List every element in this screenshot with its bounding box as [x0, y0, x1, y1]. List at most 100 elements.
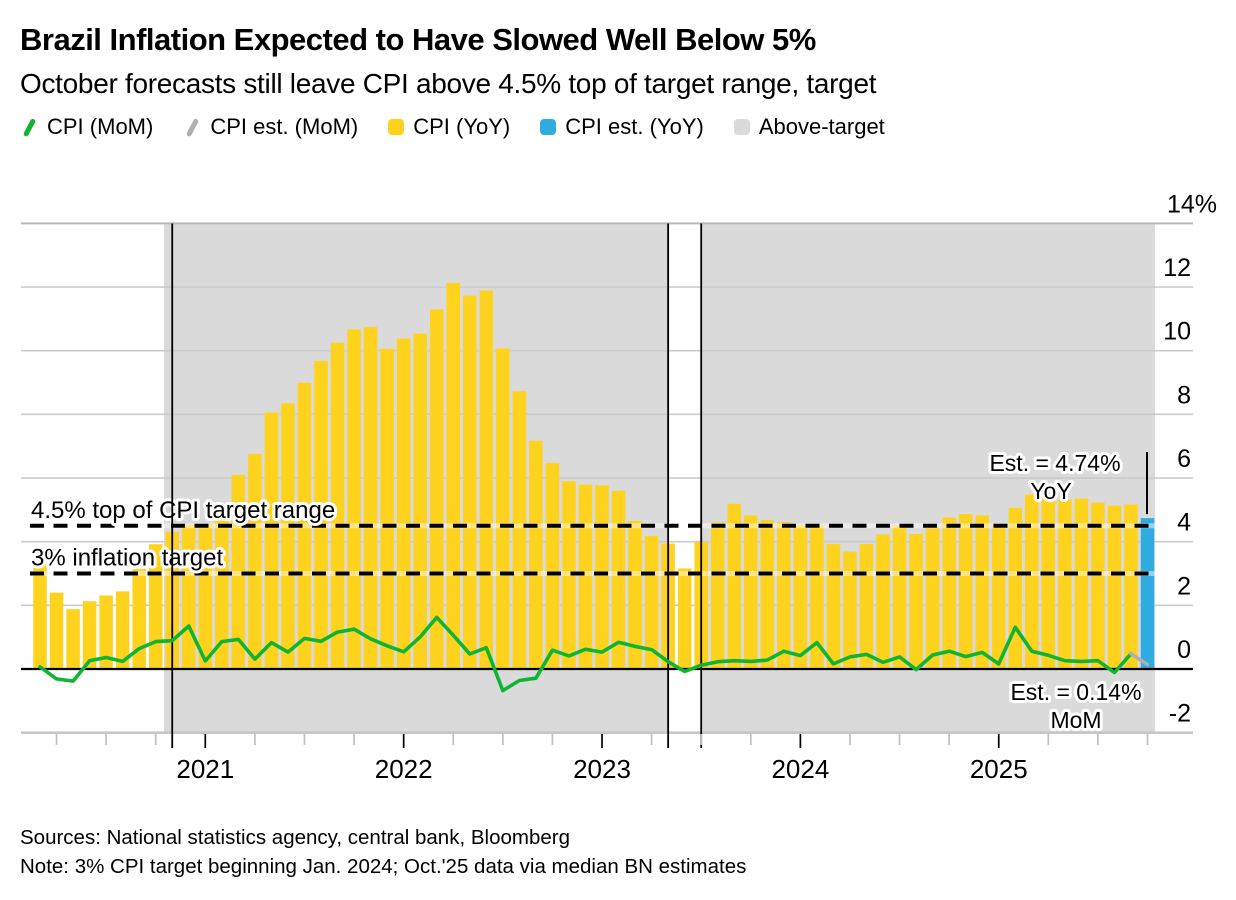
legend-item-cpi-mom: CPI (MoM) — [20, 114, 153, 140]
cpi-yoy-bar — [231, 474, 246, 669]
cpi-yoy-bar — [677, 568, 692, 669]
cpi-yoy-bar — [66, 609, 80, 669]
cpi-yoy-bar — [1124, 504, 1138, 669]
cpi-yoy-bar — [942, 517, 956, 669]
cpi-yoy-bar — [396, 338, 411, 669]
legend-item-cpi-est-yoy: CPI est. (YoY) — [540, 114, 704, 140]
cpi-yoy-bar — [479, 290, 494, 669]
cpi-yoy-bar — [496, 348, 510, 669]
legend-label: CPI est. (MoM) — [210, 114, 359, 139]
cpi-yoy-bar — [727, 503, 742, 669]
cpi-yoy-bar — [512, 391, 527, 669]
cpi-yoy-bar — [82, 601, 97, 669]
legend-label: CPI (YoY) — [413, 114, 511, 139]
legend-label: CPI est. (YoY) — [565, 114, 704, 139]
y-tick-label: 12 — [1163, 254, 1191, 282]
cpi-yoy-bar — [777, 521, 791, 669]
cpi-yoy-bar — [562, 481, 576, 669]
cpi-est-mom-line — [1129, 651, 1150, 667]
legend-label: CPI (MoM) — [47, 114, 154, 139]
cpi-yoy-bar — [859, 543, 874, 669]
cpi-yoy-bar — [611, 490, 626, 669]
cpi-yoy-bar — [892, 525, 907, 669]
cpi-yoy-bar — [446, 282, 460, 669]
cpi-chart-plot: 4.5% top of CPI target range 3% inflation… — [21, 190, 1217, 784]
x-year-label: 2021 — [176, 754, 234, 784]
cpi-yoy-bar — [215, 503, 229, 669]
chart-title: Brazil Inflation Expected to Have Slowed… — [20, 22, 816, 57]
cpi-yoy-bar — [248, 453, 262, 669]
target-line-label: 4.5% top of CPI target range — [31, 497, 335, 524]
y-tick-label: 6 — [1177, 445, 1191, 473]
cpi-yoy-bar — [909, 534, 923, 669]
cpi-yoy-bar — [363, 327, 378, 669]
cpi-yoy-bar — [826, 543, 841, 669]
cpi-yoy-bar — [1091, 502, 1105, 669]
cpi-yoy-bar — [810, 525, 824, 669]
cpi-yoy-bar — [760, 520, 775, 669]
legend-square-swatch-icon — [540, 119, 557, 135]
x-year-label: 2022 — [375, 754, 433, 784]
cpi-yoy-bar — [281, 403, 295, 669]
cpi-yoy-bar — [380, 348, 394, 669]
cpi-yoy-bar — [1058, 499, 1072, 669]
cpi-yoy-bar — [925, 528, 940, 669]
y-tick-label: 2 — [1177, 572, 1191, 600]
cpi-yoy-bar — [628, 520, 642, 669]
cpi-yoy-bar — [1041, 492, 1056, 669]
cpi-yoy-bar — [413, 333, 427, 669]
legend-label: Above-target — [758, 114, 885, 139]
chart-subtitle: October forecasts still leave CPI above … — [20, 68, 877, 99]
cpi-yoy-bar — [330, 342, 345, 669]
cpi-yoy-bar — [793, 525, 808, 669]
cpi-yoy-bar — [314, 360, 328, 669]
cpi-yoy-bar — [33, 563, 47, 669]
legend-square-swatch-icon — [733, 119, 750, 135]
cpi-yoy-bar — [644, 535, 659, 669]
cpi-yoy-bar — [975, 515, 989, 669]
legend-item-cpi-est-mom: CPI est. (MoM) — [183, 114, 358, 140]
cpi-yoy-bar — [1008, 507, 1023, 669]
cpi-yoy-bar — [876, 534, 890, 669]
yoy-est-unit-label: YoY — [1030, 478, 1071, 504]
cpi-yoy-bar — [578, 484, 593, 669]
y-tick-label: 0 — [1177, 636, 1191, 664]
cpi-yoy-bar — [132, 569, 146, 669]
cpi-yoy-bar — [545, 463, 560, 669]
legend: CPI (MoM) CPI est. (MoM) CPI (YoY) CPI est.… — [20, 114, 885, 140]
cpi-est-yoy-bar — [1140, 518, 1155, 669]
x-year-label: 2023 — [573, 754, 631, 784]
cpi-yoy-bar — [1025, 494, 1039, 669]
legend-item-above-target: Above-target — [733, 114, 885, 140]
y-tick-label: -2 — [1169, 700, 1191, 728]
cpi-yoy-bar — [529, 440, 543, 669]
cpi-yoy-bar — [744, 515, 758, 669]
cpi-yoy-bar — [429, 309, 444, 669]
cpi-yoy-bar — [958, 513, 973, 669]
note-text: Note: 3% CPI target beginning Jan. 2024;… — [20, 855, 747, 878]
cpi-yoy-bar — [595, 485, 609, 669]
legend-square-swatch-icon — [388, 119, 405, 135]
mom-est-label: Est. = 0.14% — [1010, 679, 1141, 705]
legend-item-cpi-yoy: CPI (YoY) — [388, 114, 510, 140]
cpi-yoy-bar — [297, 382, 312, 669]
cpi-yoy-bar — [1074, 498, 1089, 669]
cpi-yoy-bar — [710, 522, 725, 669]
x-year-label: 2025 — [970, 754, 1028, 784]
cpi-yoy-bar — [49, 592, 64, 669]
cpi-yoy-bar — [347, 329, 361, 669]
mom-est-unit-label: MoM — [1050, 707, 1101, 733]
y-tick-label: 14% — [1167, 190, 1217, 218]
cpi-yoy-bar — [115, 591, 130, 669]
cpi-yoy-bar — [1107, 505, 1122, 669]
cpi-yoy-bar — [991, 523, 1006, 669]
cpi-yoy-bar — [463, 295, 477, 669]
y-tick-label: 4 — [1177, 509, 1191, 537]
cpi-mom-line — [38, 615, 1133, 693]
y-tick-label: 8 — [1177, 381, 1191, 409]
y-tick-label: 10 — [1163, 318, 1191, 346]
target-line-label: 3% inflation target — [31, 545, 223, 572]
cpi-yoy-bar — [99, 595, 113, 669]
cpi-yoy-bar — [264, 412, 279, 669]
